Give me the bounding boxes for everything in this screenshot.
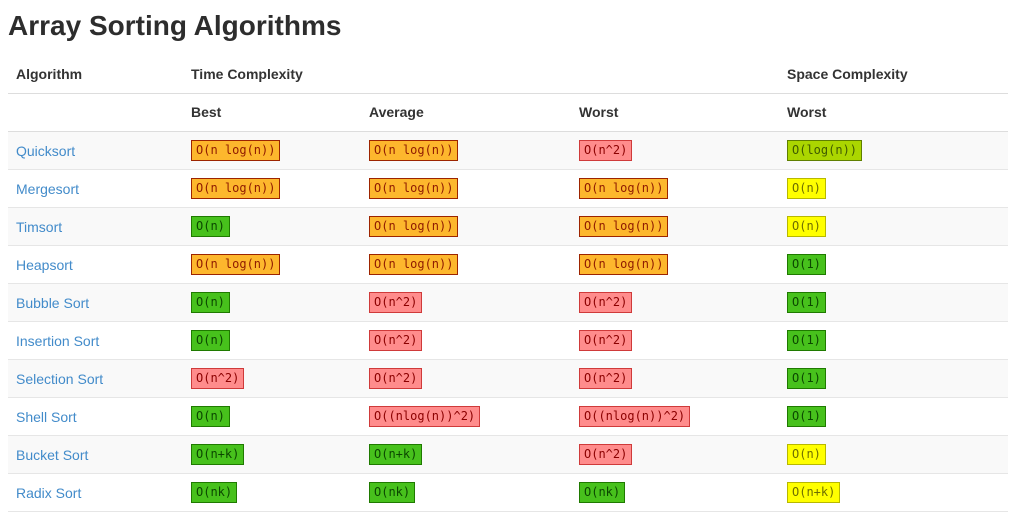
best-complexity-badge: O(n) <box>191 406 230 427</box>
header-average: Average <box>361 93 571 132</box>
algorithm-link-bucket-sort[interactable]: Bucket Sort <box>16 446 89 463</box>
best-complexity-badge: O(n) <box>191 330 230 351</box>
table-header-group-row: Algorithm Time Complexity Space Complexi… <box>8 56 1008 94</box>
table-row-bubble-sort: Bubble Sort O(n) O(n^2) O(n^2) O(1) <box>8 283 1008 322</box>
average-complexity-badge: O(n+k) <box>369 444 423 465</box>
algorithm-link-bubble-sort[interactable]: Bubble Sort <box>16 294 90 311</box>
worst-complexity-badge: O(n^2) <box>579 292 633 313</box>
worst-complexity-badge: O(n^2) <box>579 330 633 351</box>
average-complexity-badge: O(n^2) <box>369 292 423 313</box>
average-complexity-badge: O(n log(n)) <box>369 178 459 199</box>
best-complexity-badge: O(n log(n)) <box>191 178 281 199</box>
table-row-heapsort: Heapsort O(n log(n)) O(n log(n)) O(n log… <box>8 245 1008 284</box>
table-row-selection-sort: Selection Sort O(n^2) O(n^2) O(n^2) O(1) <box>8 359 1008 398</box>
best-complexity-badge: O(nk) <box>191 482 238 503</box>
header-space-complexity: Space Complexity <box>779 56 1008 94</box>
space-complexity-badge: O(1) <box>787 368 826 389</box>
algorithm-link-shell-sort[interactable]: Shell Sort <box>16 408 77 425</box>
space-complexity-badge: O(n) <box>787 216 826 237</box>
best-complexity-badge: O(n) <box>191 216 230 237</box>
average-complexity-badge: O(nk) <box>369 482 416 503</box>
worst-complexity-badge: O(n log(n)) <box>579 254 669 275</box>
average-complexity-badge: O(n^2) <box>369 368 423 389</box>
space-complexity-badge: O(n) <box>787 444 826 465</box>
table-row-bucket-sort: Bucket Sort O(n+k) O(n+k) O(n^2) O(n) <box>8 435 1008 474</box>
worst-complexity-badge: O(n^2) <box>579 368 633 389</box>
best-complexity-badge: O(n log(n)) <box>191 140 281 161</box>
table-row-shell-sort: Shell Sort O(n) O((nlog(n))^2) O((nlog(n… <box>8 397 1008 436</box>
table-row-mergesort: Mergesort O(n log(n)) O(n log(n)) O(n lo… <box>8 169 1008 208</box>
algorithm-link-mergesort[interactable]: Mergesort <box>16 180 80 197</box>
algorithm-link-selection-sort[interactable]: Selection Sort <box>16 370 104 387</box>
table-row-radix-sort: Radix Sort O(nk) O(nk) O(nk) O(n+k) <box>8 473 1008 512</box>
worst-complexity-badge: O(n^2) <box>579 444 633 465</box>
header-empty <box>8 93 183 132</box>
sorting-algorithms-table: Algorithm Time Complexity Space Complexi… <box>8 56 1008 512</box>
header-time-complexity: Time Complexity <box>183 56 779 94</box>
algorithm-link-radix-sort[interactable]: Radix Sort <box>16 484 82 501</box>
space-complexity-badge: O(n+k) <box>787 482 841 503</box>
worst-complexity-badge: O(n log(n)) <box>579 178 669 199</box>
header-worst: Worst <box>571 93 779 132</box>
header-space-worst: Worst <box>779 93 1008 132</box>
table-row-timsort: Timsort O(n) O(n log(n)) O(n log(n)) O(n… <box>8 207 1008 246</box>
average-complexity-badge: O(n^2) <box>369 330 423 351</box>
algorithm-link-quicksort[interactable]: Quicksort <box>16 142 76 159</box>
table-header-sub-row: Best Average Worst Worst <box>8 93 1008 132</box>
best-complexity-badge: O(n) <box>191 292 230 313</box>
best-complexity-badge: O(n log(n)) <box>191 254 281 275</box>
header-best: Best <box>183 93 361 132</box>
best-complexity-badge: O(n+k) <box>191 444 245 465</box>
header-algorithm: Algorithm <box>8 56 183 94</box>
algorithm-link-timsort[interactable]: Timsort <box>16 218 63 235</box>
average-complexity-badge: O(n log(n)) <box>369 216 459 237</box>
space-complexity-badge: O(1) <box>787 254 826 275</box>
worst-complexity-badge: O(n^2) <box>579 140 633 161</box>
average-complexity-badge: O(n log(n)) <box>369 254 459 275</box>
space-complexity-badge: O(1) <box>787 292 826 313</box>
best-complexity-badge: O(n^2) <box>191 368 245 389</box>
space-complexity-badge: O(1) <box>787 406 826 427</box>
space-complexity-badge: O(n) <box>787 178 826 199</box>
worst-complexity-badge: O(n log(n)) <box>579 216 669 237</box>
space-complexity-badge: O(1) <box>787 330 826 351</box>
algorithm-link-insertion-sort[interactable]: Insertion Sort <box>16 332 100 349</box>
table-row-quicksort: Quicksort O(n log(n)) O(n log(n)) O(n^2)… <box>8 131 1008 170</box>
algorithm-link-heapsort[interactable]: Heapsort <box>16 256 73 273</box>
average-complexity-badge: O((nlog(n))^2) <box>369 406 481 427</box>
average-complexity-badge: O(n log(n)) <box>369 140 459 161</box>
worst-complexity-badge: O((nlog(n))^2) <box>579 406 691 427</box>
worst-complexity-badge: O(nk) <box>579 482 626 503</box>
table-row-insertion-sort: Insertion Sort O(n) O(n^2) O(n^2) O(1) <box>8 321 1008 360</box>
page-title: Array Sorting Algorithms <box>8 10 342 41</box>
space-complexity-badge: O(log(n)) <box>787 140 863 161</box>
